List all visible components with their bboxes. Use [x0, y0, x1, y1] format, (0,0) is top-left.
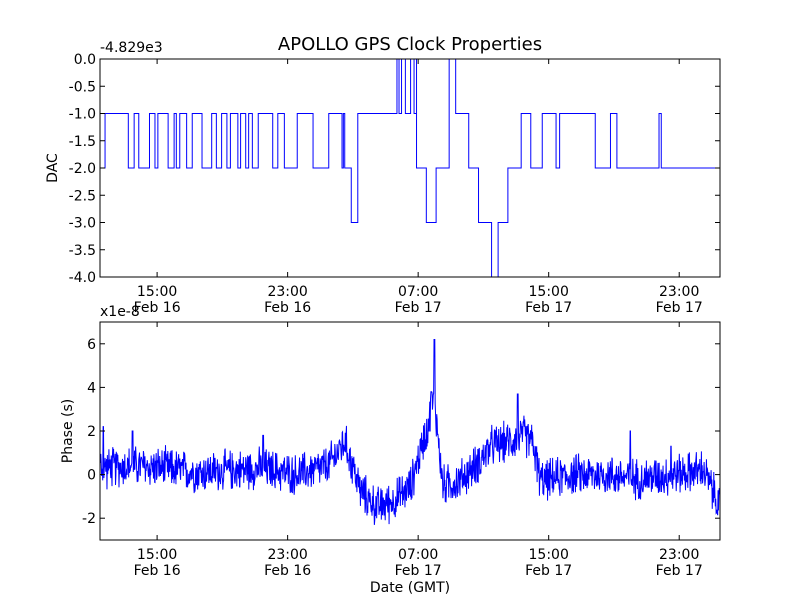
dac-xtick-time-label: 15:00 — [137, 284, 177, 300]
phase-xlabel: Date (GMT) — [370, 580, 450, 596]
dac-xtick-date-label: Feb 16 — [264, 300, 311, 316]
dac-subplot: -4.829e3 DAC 0.0 -0.5 -1.0 -1.5 -2.0 -2.5 -3.0… — [45, 40, 721, 316]
phase-xtick-date-label: Feb 17 — [395, 563, 442, 579]
dac-ytick-label: -2.0 — [69, 161, 96, 177]
dac-xtick-time-label: 23:00 — [659, 284, 699, 300]
phase-ytick-label: 4 — [87, 380, 96, 396]
phase-xtick-time-label: 23:00 — [659, 547, 699, 563]
dac-ytick-label: 0.0 — [74, 52, 96, 68]
phase-xtick-date-label: Feb 17 — [525, 563, 572, 579]
dac-ytick-label: -1.0 — [69, 107, 96, 123]
phase-xtick-date-label: Feb 17 — [656, 563, 703, 579]
phase-xtick-date-label: Feb 16 — [264, 563, 311, 579]
dac-xtick-date-label: Feb 16 — [134, 300, 181, 316]
dac-ytick-label: -0.5 — [69, 79, 96, 95]
dac-xtick-time-label: 07:00 — [398, 284, 438, 300]
dac-ytick-label: -3.5 — [69, 243, 96, 259]
dac-xtick-date-label: Feb 17 — [395, 300, 442, 316]
phase-xtick-time-label: 23:00 — [267, 547, 307, 563]
phase-ylabel: Phase (s) — [60, 399, 76, 463]
phase-ytick-label: 2 — [87, 424, 96, 440]
dac-xtick-date-label: Feb 17 — [656, 300, 703, 316]
dac-xtick-date-label: Feb 17 — [525, 300, 572, 316]
phase-xtick-time-label: 15:00 — [137, 547, 177, 563]
phase-ytick-label: 0 — [87, 468, 96, 484]
phase-axes-frame — [99, 321, 721, 541]
dac-ytick-label: -2.5 — [69, 188, 96, 204]
dac-ytick-label: -4.0 — [69, 270, 96, 286]
dac-xtick-time-label: 23:00 — [267, 284, 307, 300]
dac-series-line — [100, 59, 720, 277]
phase-xtick-time-label: 07:00 — [398, 547, 438, 563]
phase-xtick-date-label: Feb 16 — [134, 563, 181, 579]
dac-ytick-label: -3.0 — [69, 216, 96, 232]
phase-series-line — [100, 338, 720, 525]
phase-xtick-time-label: 15:00 — [529, 547, 569, 563]
phase-ytick-label: -2 — [82, 511, 96, 527]
dac-ytick-label: -1.5 — [69, 134, 96, 150]
dac-offset-label: -4.829e3 — [100, 40, 163, 56]
dac-xtick-time-label: 15:00 — [529, 284, 569, 300]
phase-ytick-label: 6 — [87, 337, 96, 353]
phase-offset-label: x1e-8 — [100, 304, 140, 320]
dac-axes-frame — [99, 58, 721, 278]
chart-title: APOLLO GPS Clock Properties — [278, 34, 542, 55]
dac-ylabel: DAC — [45, 153, 61, 183]
